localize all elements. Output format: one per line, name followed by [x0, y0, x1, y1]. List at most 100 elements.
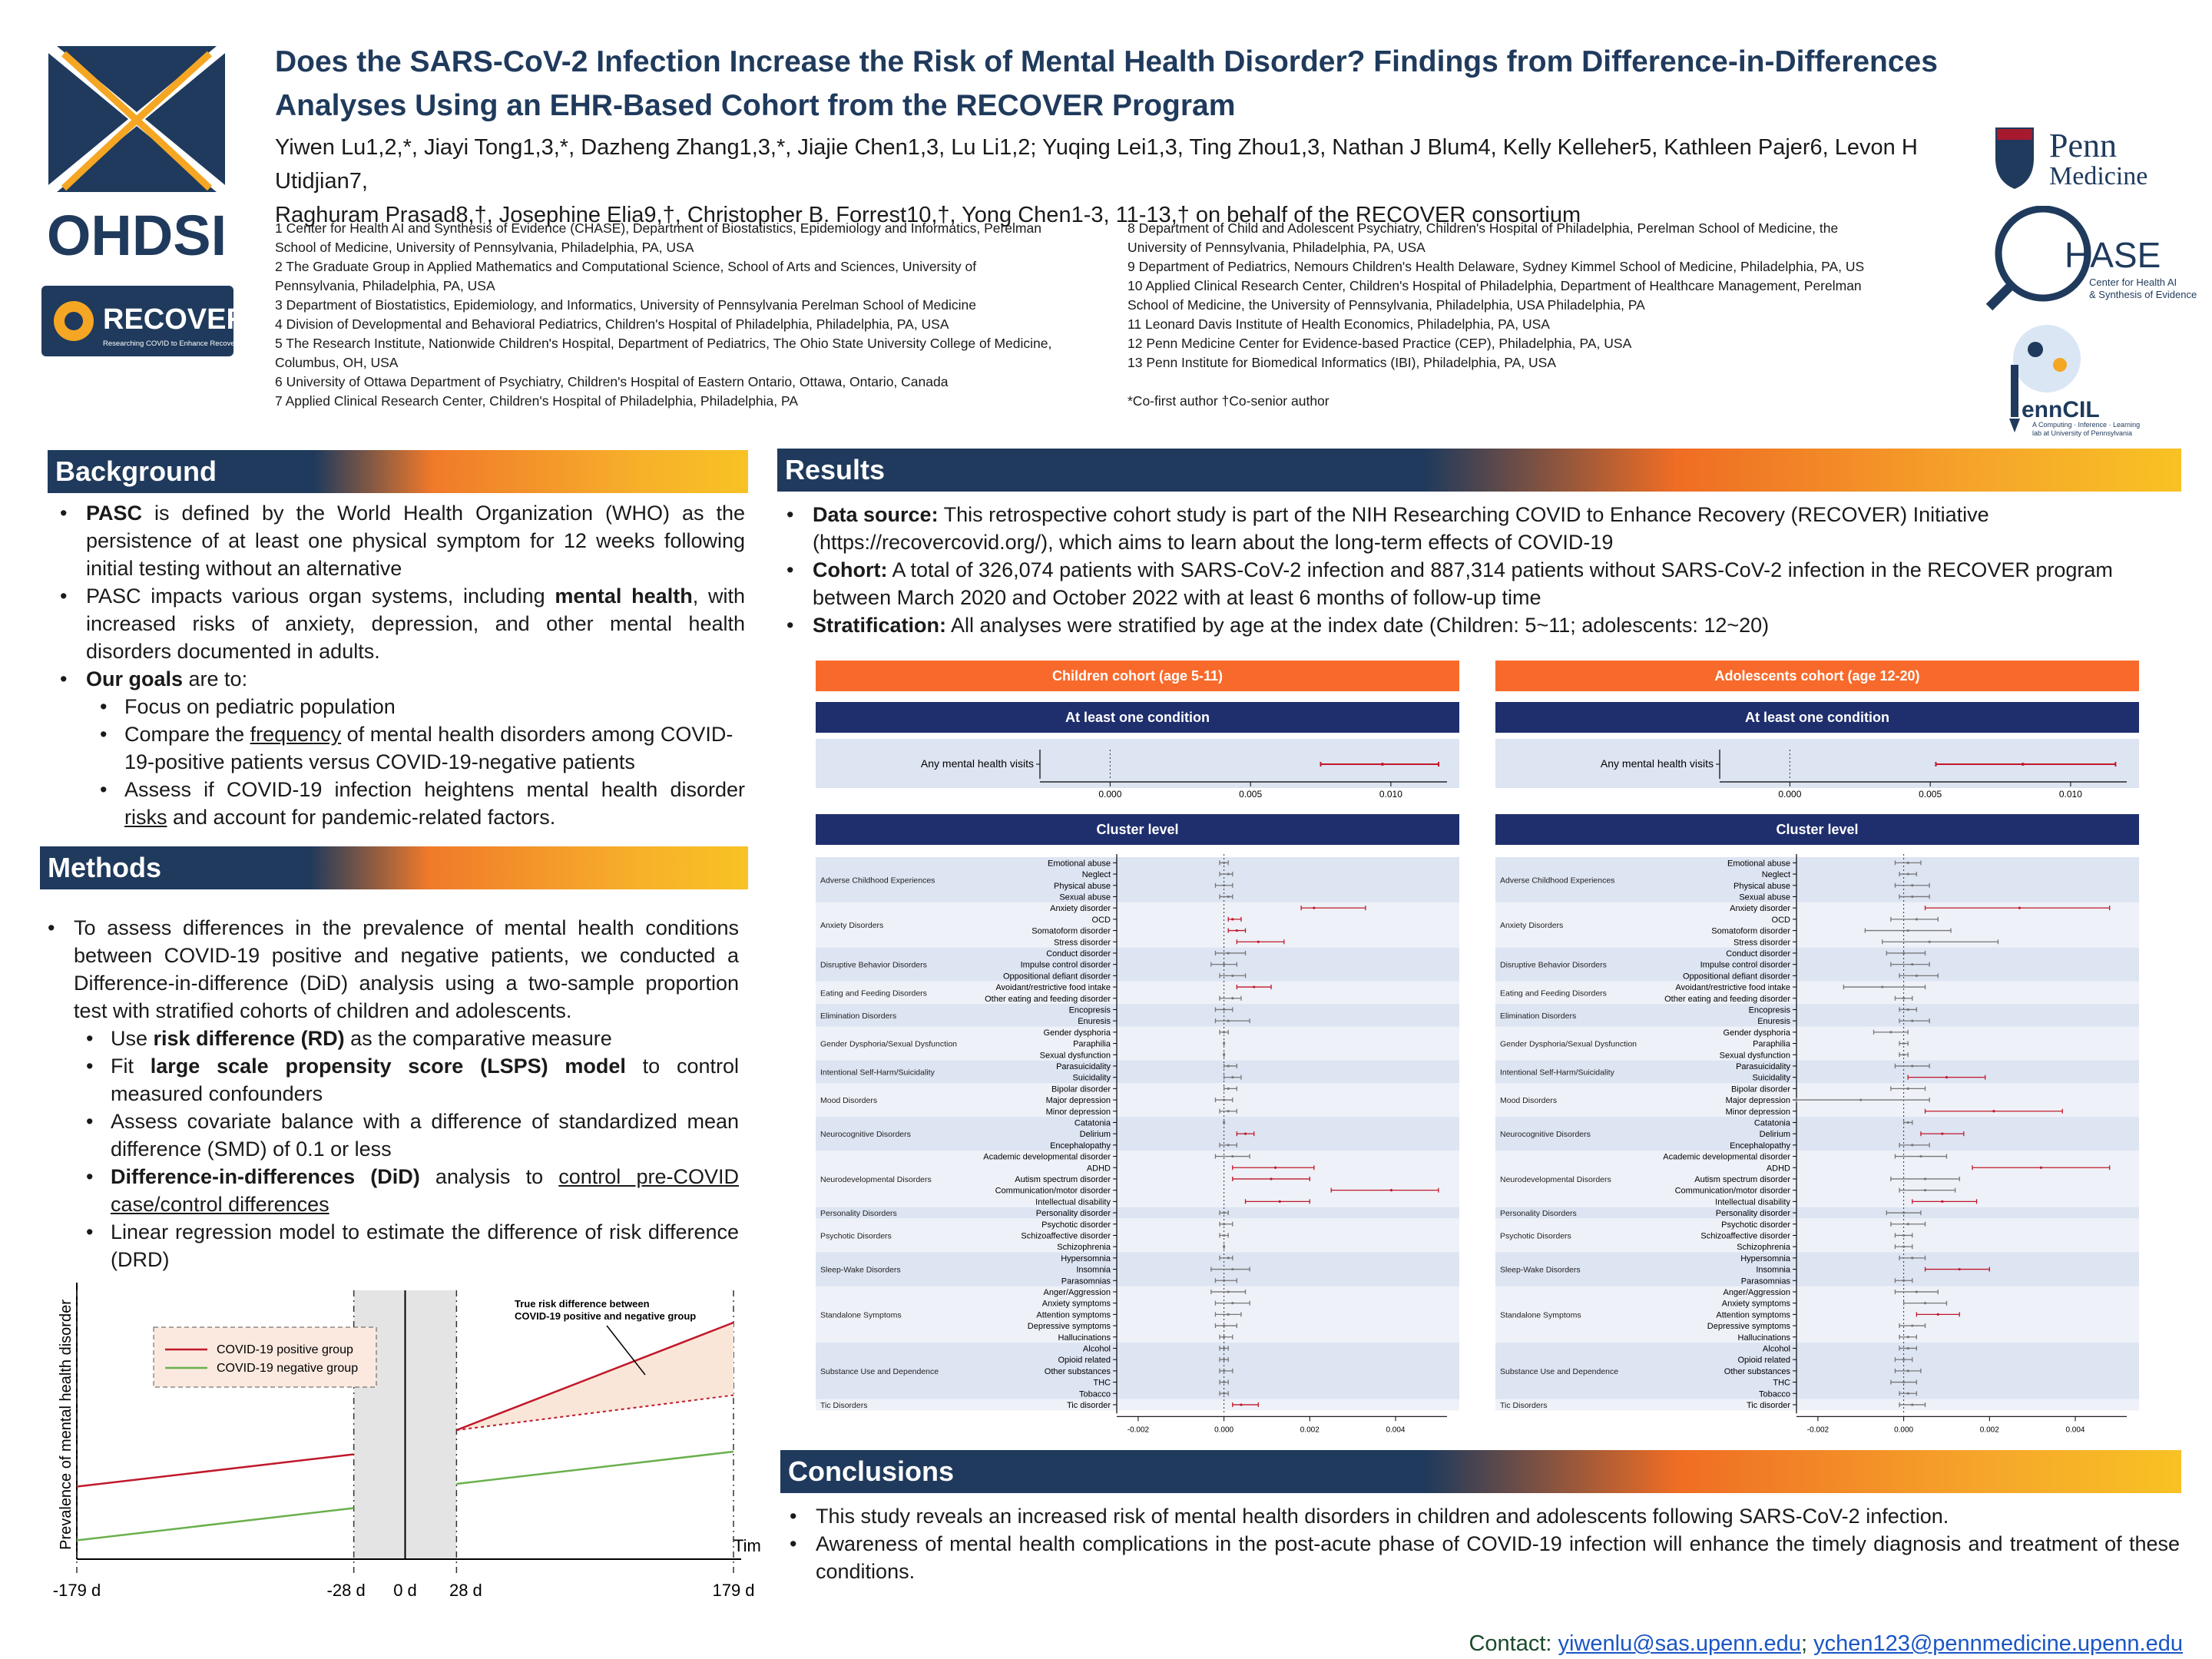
outcome-label: Somatoform disorder [1711, 927, 1790, 936]
point-estimate [1223, 1211, 1226, 1214]
penncil-logo: ennCIL A Computing · Inference · Learnin… [2005, 319, 2181, 442]
point-estimate [1223, 861, 1226, 864]
point-estimate [1227, 1110, 1230, 1113]
point-estimate [1389, 1189, 1393, 1192]
magnifier-icon [1995, 205, 2091, 302]
contact-line: Contact: yiwenlu@sas.upenn.edu; ychen123… [1469, 1631, 2183, 1656]
affiliation-line: 7 Applied Clinical Research Center, Chil… [275, 393, 799, 409]
cluster-band [816, 1399, 1459, 1411]
negative-group-line [76, 1507, 354, 1541]
point-estimate [1911, 1144, 1914, 1147]
results-bullet-1: Data source: This retrospective cohort s… [786, 501, 2187, 556]
outcome-label: Sexual abuse [1739, 892, 1790, 902]
affiliation-line: 9 Department of Pediatrics, Nemours Chil… [1128, 259, 1865, 274]
point-estimate [1223, 1392, 1226, 1395]
cluster-band [816, 1343, 1459, 1399]
outcome-label: THC [1093, 1379, 1111, 1388]
outcome-label: Encephalopathy [1050, 1141, 1111, 1151]
point-estimate [1911, 963, 1914, 966]
outcome-label: Anxiety disorder [1730, 904, 1790, 913]
point-estimate [1257, 940, 1260, 943]
legend: COVID-19 positive group COVID-19 negative… [153, 1326, 377, 1388]
point-estimate [1919, 1154, 1922, 1158]
point-estimate [1223, 1008, 1226, 1012]
point-estimate [1223, 1324, 1226, 1327]
outcome-label: Impulse control disorder [1021, 961, 1111, 970]
background-sub-2: Compare the frequency of mental health d… [100, 720, 745, 776]
point-estimate [1231, 918, 1234, 921]
positive-group-line [455, 1321, 734, 1432]
point-estimate [1906, 1087, 1909, 1090]
point-estimate [1906, 861, 1909, 864]
point-estimate [2018, 906, 2021, 909]
forest-x-tick-label: 0.005 [1239, 789, 1262, 800]
outcome-label: Catatonia [1075, 1118, 1111, 1128]
adolescents-overall-title: At least one condition [1495, 702, 2139, 733]
cluster-band [816, 1083, 1459, 1118]
point-estimate [1231, 997, 1234, 1000]
cluster-band [1495, 1151, 2139, 1207]
contact-email-2[interactable]: ychen123@pennmedicine.upenn.edu [1813, 1631, 2183, 1656]
legend-label: COVID-19 negative group [217, 1362, 358, 1375]
outcome-label: Impulse control disorder [1700, 961, 1791, 970]
affiliation-line: 13 Penn Institute for Biomedical Informa… [1128, 355, 1556, 370]
outcome-label: Hypersomnia [1740, 1254, 1791, 1263]
x-tick-label: -28 d [327, 1581, 366, 1600]
outcome-label: Communication/motor disorder [1675, 1187, 1791, 1196]
affiliation-line: 5 The Research Institute, Nationwide Chi… [275, 336, 1052, 351]
outcome-label: Emotional abuse [1048, 859, 1111, 868]
affiliation-line [1128, 373, 1988, 392]
point-estimate [1274, 1166, 1277, 1169]
outcome-label: Hallucinations [1738, 1333, 1791, 1343]
outcome-label: Schizophrenia [1737, 1243, 1791, 1252]
point-estimate [1941, 1200, 1944, 1203]
point-estimate [1235, 929, 1238, 932]
cluster-band [1495, 1117, 2139, 1151]
outcome-label: THC [1773, 1379, 1790, 1388]
medicine-logo-text: Medicine [2049, 162, 2147, 190]
negative-group-line [456, 1450, 734, 1485]
point-estimate [1902, 952, 1906, 955]
cluster-label: Elimination Disorders [820, 1012, 896, 1021]
outcome-label: Any mental health visits [1601, 757, 1714, 770]
legend-box [153, 1326, 377, 1388]
point-estimate [1231, 974, 1234, 977]
point-estimate [1231, 1154, 1234, 1158]
x-axis-label: Time [733, 1536, 760, 1555]
background-sub-1: Focus on pediatric population [100, 693, 745, 720]
outcome-label: Anxiety symptoms [1722, 1300, 1791, 1309]
point-estimate [1915, 1290, 1918, 1293]
point-estimate [1227, 873, 1230, 876]
point-estimate [1945, 1076, 1949, 1079]
affiliation-line: 4 Division of Developmental and Behavior… [275, 316, 949, 332]
outcome-label: Minor depression [1046, 1108, 1111, 1117]
contact-email-1[interactable]: yiwenlu@sas.upenn.edu [1558, 1631, 1801, 1656]
methods-sub-1: Use risk difference (RD) as the comparat… [86, 1025, 739, 1052]
cluster-label: Adverse Childhood Experiences [1500, 876, 1614, 885]
point-estimate [1902, 997, 1906, 1000]
outcome-label: Gender dysphoria [1044, 1028, 1111, 1038]
point-estimate [1223, 884, 1226, 887]
point-estimate [1313, 906, 1316, 909]
outcome-label: Opioid related [1058, 1356, 1111, 1365]
penncil-network-icon [2013, 325, 2081, 392]
outcome-label: Anxiety symptoms [1042, 1300, 1111, 1309]
outcome-label: Conduct disorder [1726, 949, 1790, 959]
cluster-label: Sleep-Wake Disorders [820, 1266, 901, 1275]
point-estimate [1906, 1008, 1909, 1012]
adolescents-cluster-title: Cluster level [1495, 814, 2139, 845]
point-estimate [1992, 1110, 1995, 1113]
outcome-label: Other substances [1724, 1367, 1791, 1376]
ohdsi-logo: OHDSI [45, 41, 229, 269]
point-estimate [1240, 1403, 1243, 1406]
cluster-band [1495, 1026, 2139, 1061]
outcome-label: Academic developmental disorder [1663, 1153, 1790, 1162]
point-estimate [1928, 940, 1931, 943]
cluster-label: Anxiety Disorders [1500, 921, 1563, 930]
affiliation-line: 10 Applied Clinical Research Center, Chi… [1128, 278, 1862, 293]
cluster-band [1495, 1252, 2139, 1286]
background-body: PASC is defined by the World Health Orga… [60, 499, 745, 831]
conclusions-body: This study reveals an increased risk of … [790, 1502, 2180, 1585]
cluster-label: Tic Disorders [820, 1401, 867, 1410]
outcome-label: Physical abuse [1734, 882, 1790, 891]
